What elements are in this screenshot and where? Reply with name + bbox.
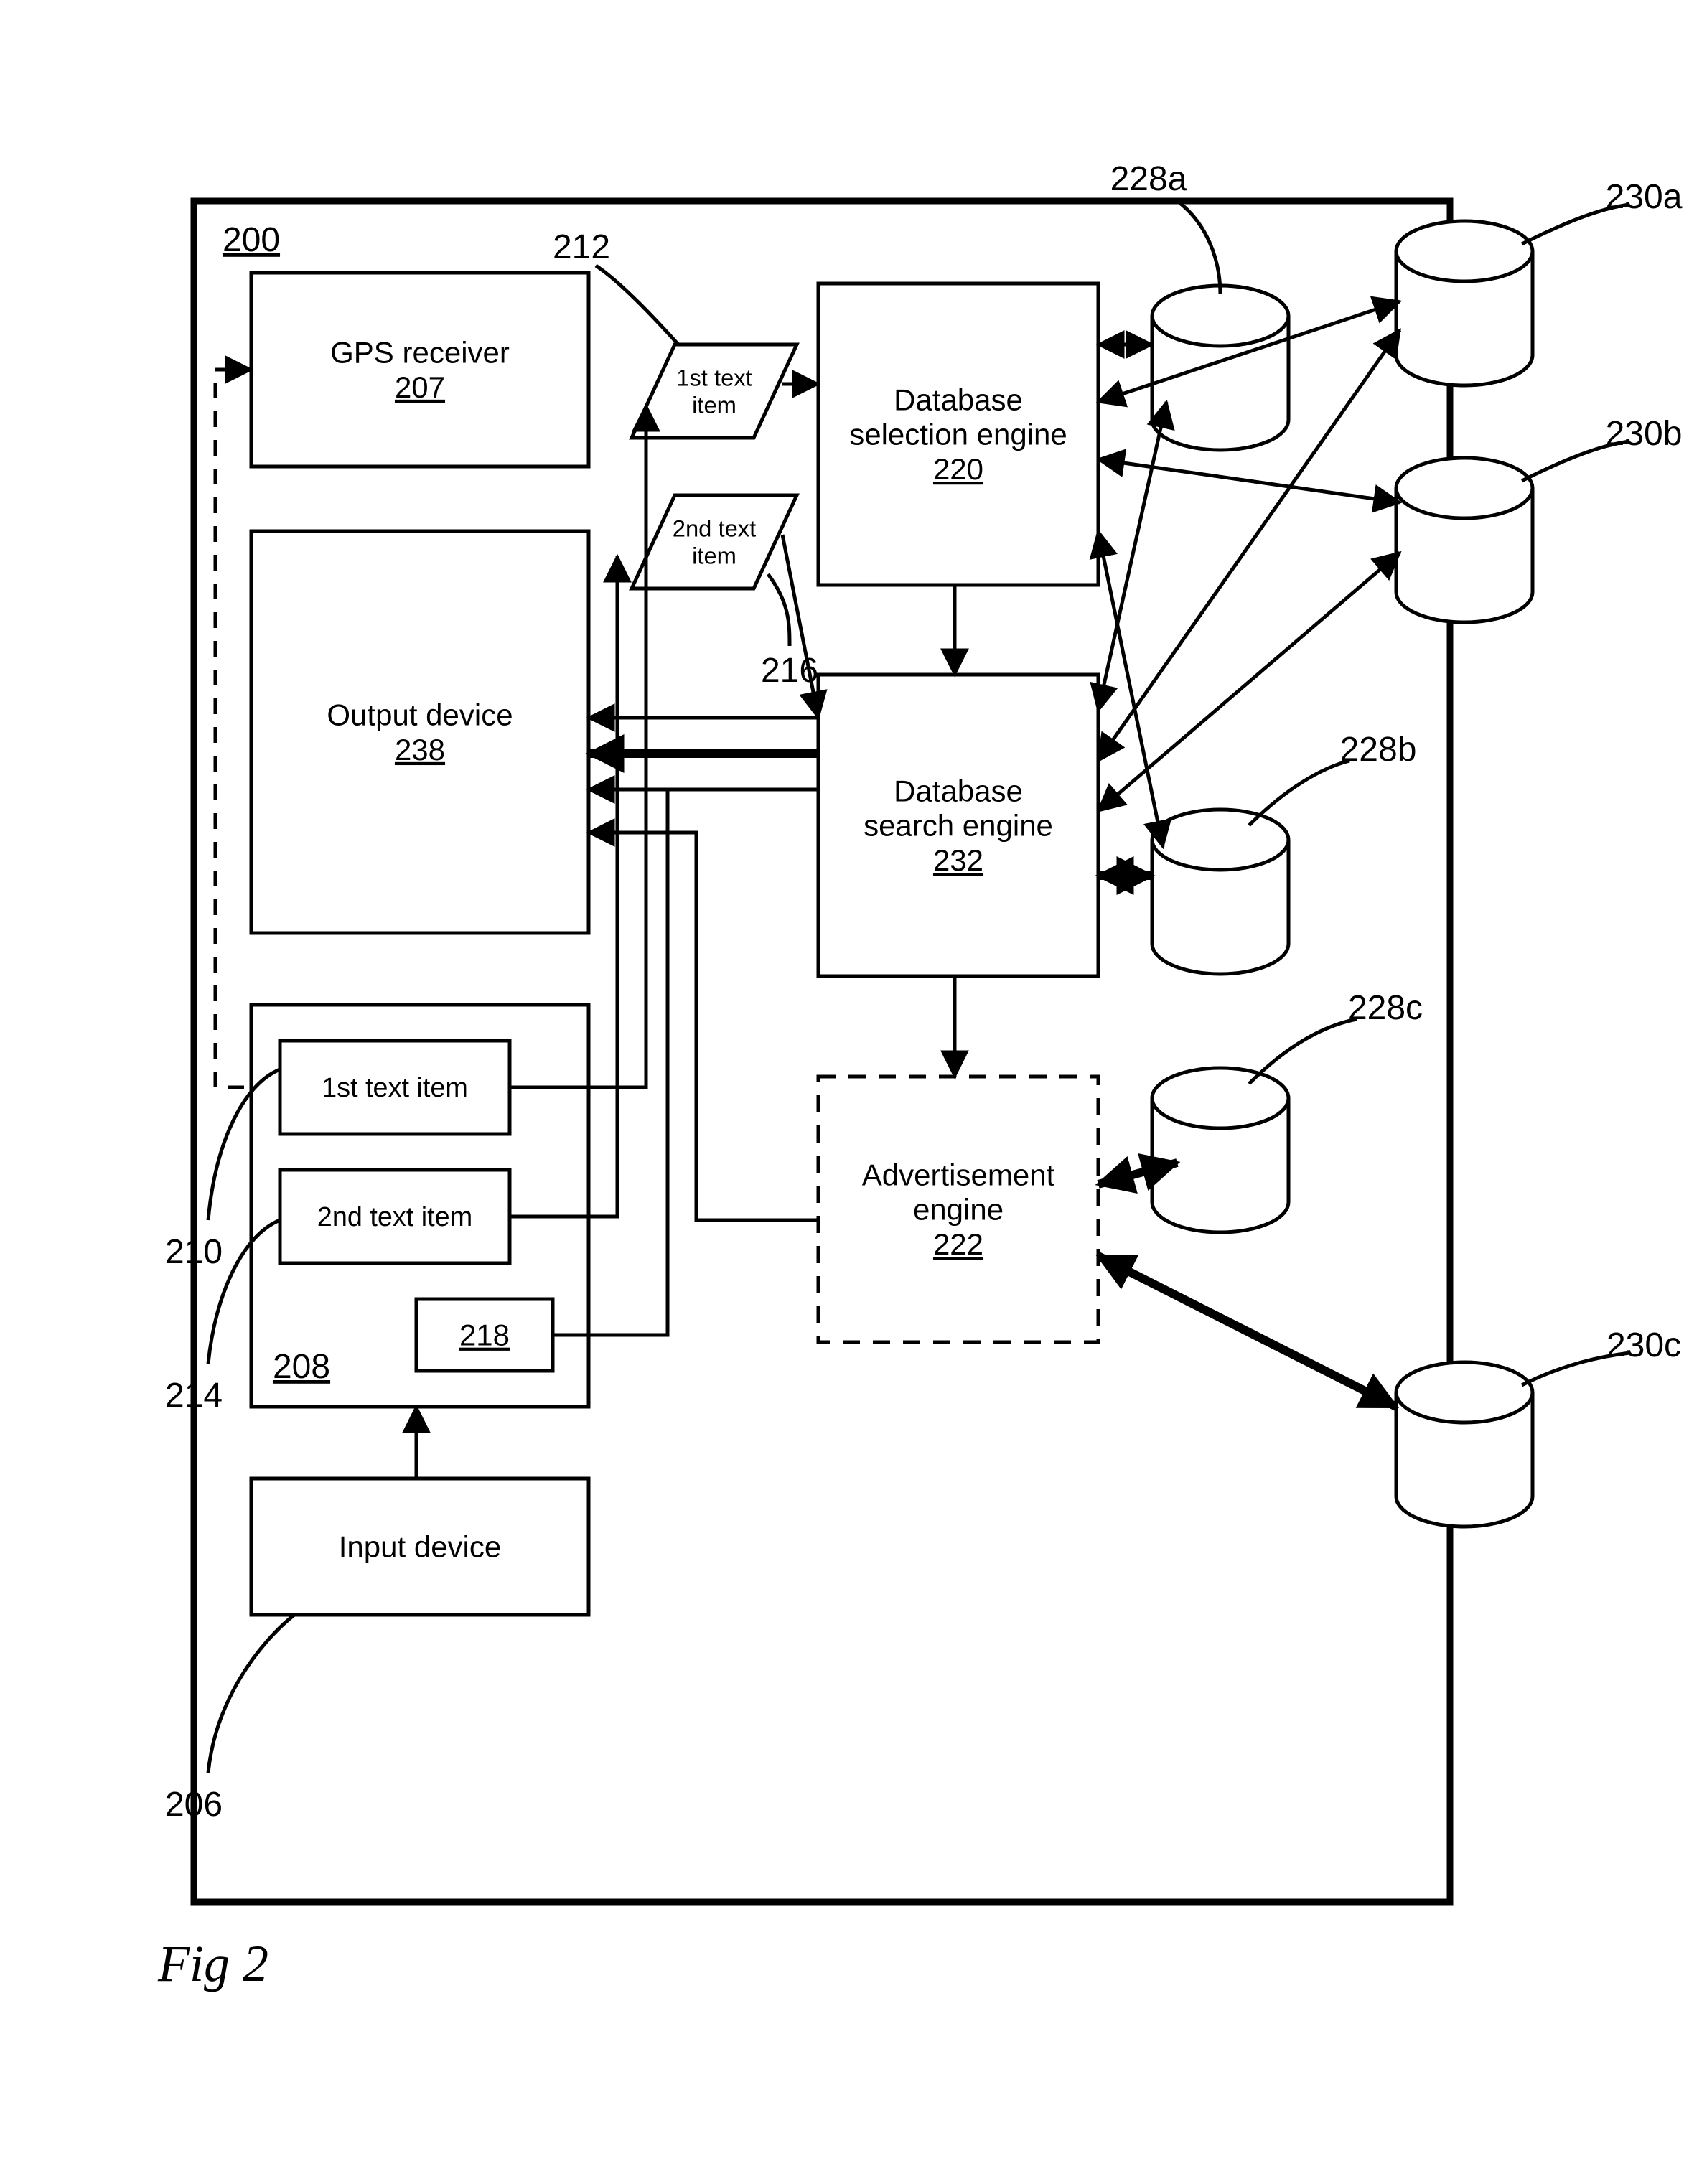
c228b: [1152, 810, 1288, 974]
leader-212: [596, 266, 678, 345]
leader-210: [208, 1069, 280, 1220]
db-search-label-line2: 232: [933, 843, 983, 877]
edge-ad-230c: [1098, 1256, 1396, 1407]
input-device-label-line0: Input device: [339, 1530, 502, 1564]
edge-search-228a: [1098, 402, 1166, 711]
ad-engine-label-line2: 222: [933, 1227, 983, 1261]
leader-label-206: 206: [165, 1786, 223, 1824]
leader-206: [208, 1615, 294, 1773]
c230c: [1396, 1362, 1533, 1527]
leader-label-228b: 228b: [1340, 731, 1417, 769]
leader-label-212: 212: [553, 228, 610, 266]
gps-label-line0: GPS receiver: [330, 336, 510, 370]
c228a: [1152, 286, 1288, 450]
ad-engine-label-line0: Advertisement: [862, 1158, 1055, 1191]
leader-216: [768, 574, 790, 646]
c228c: [1152, 1068, 1288, 1232]
output-label-line1: 238: [395, 733, 445, 767]
system-box: [194, 201, 1450, 1902]
leader-label-228a: 228a: [1110, 160, 1187, 198]
edge-gps-dashed: [215, 370, 251, 1087]
db-selection-label-line1: selection engine: [849, 418, 1067, 451]
submit-label-line0: 218: [459, 1318, 510, 1352]
leader-label-214: 214: [165, 1377, 223, 1415]
ad-engine-label-line1: engine: [913, 1193, 1004, 1227]
c230b: [1396, 458, 1533, 622]
db-selection-label-line0: Database: [894, 383, 1023, 416]
edge-sel-228b: [1098, 531, 1163, 847]
db-search-label-line0: Database: [894, 774, 1023, 807]
input-panel-ref: 208: [273, 1348, 330, 1386]
leader-228a: [1177, 201, 1220, 294]
edge-second-text-up: [510, 556, 617, 1217]
c230a: [1396, 221, 1533, 385]
leader-label-230a: 230a: [1606, 178, 1683, 216]
para-first-text-label-line1: item: [692, 391, 736, 418]
second-text-item-label-line0: 2nd text item: [317, 1202, 472, 1232]
system-ref: 200: [223, 221, 280, 259]
first-text-item-label-line0: 1st text item: [322, 1073, 468, 1103]
leader-label-228c: 228c: [1348, 989, 1423, 1027]
leader-label-210: 210: [165, 1233, 223, 1271]
output-label-line0: Output device: [327, 698, 513, 732]
leader-label-230b: 230b: [1606, 415, 1683, 453]
para-first-text-label-line0: 1st text: [676, 365, 752, 391]
para-second-text-label-line0: 2nd text: [673, 515, 757, 542]
edge-search-230b: [1098, 553, 1400, 811]
db-selection-label-line2: 220: [933, 452, 983, 486]
gps-label-line1: 207: [395, 370, 445, 404]
edge-sel-230b: [1098, 459, 1400, 502]
edge-first-text-up: [510, 406, 646, 1087]
figure-label: Fig 2: [157, 1935, 268, 1992]
edge-ad-to-output: [589, 833, 818, 1220]
leader-label-230c: 230c: [1606, 1326, 1681, 1364]
leader-label-216: 216: [761, 652, 818, 690]
edge-submit-to-output: [553, 789, 668, 1335]
db-search-label-line1: search engine: [864, 809, 1053, 843]
para-second-text-label-line1: item: [692, 542, 736, 568]
